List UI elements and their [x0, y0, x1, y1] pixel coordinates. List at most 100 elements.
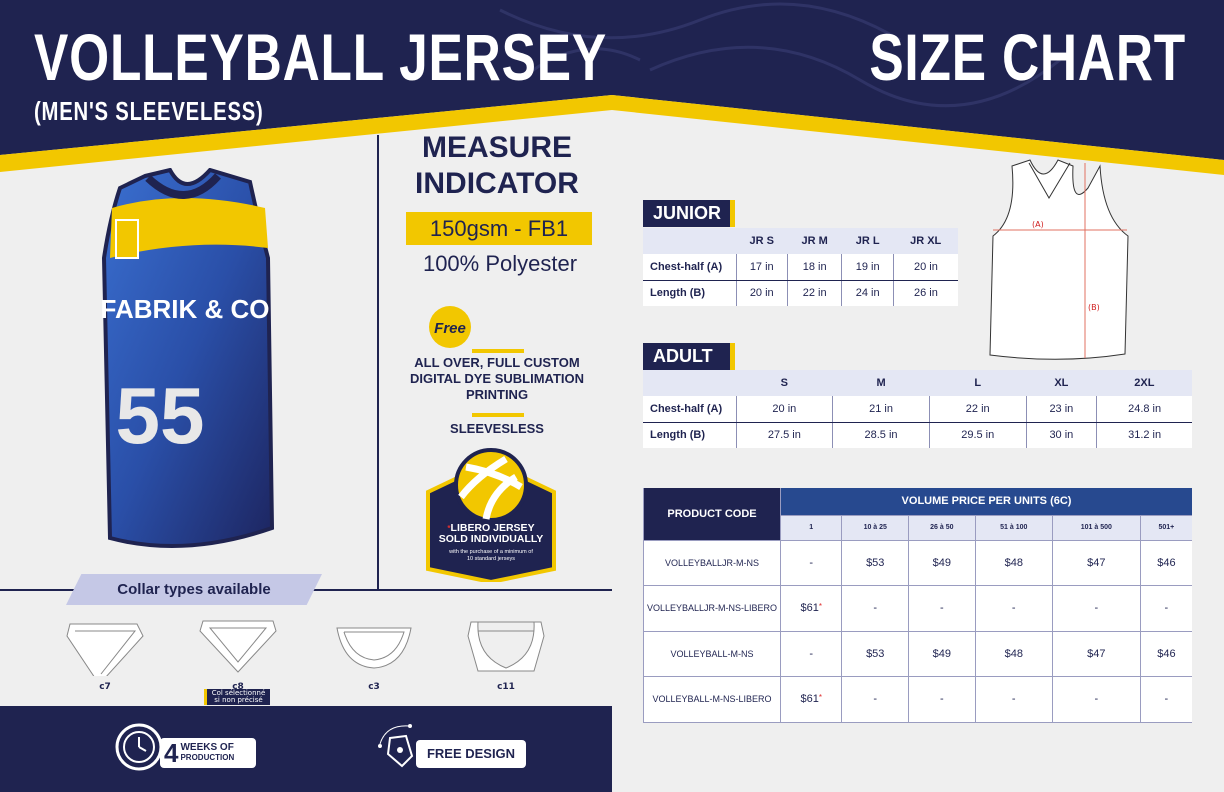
price-cell: -	[841, 585, 909, 632]
price-value: $53	[866, 647, 885, 660]
jersey-image: FABRIK & CO 55	[90, 167, 280, 557]
junior-size-table: JR S JR M JR L JR XL Chest-half (A) 17 in 18 …	[643, 228, 958, 306]
row-label: Chest-half (A)	[643, 254, 736, 281]
cell: 21 in	[832, 396, 930, 423]
table-row: VOLLEYBALL-M-NS - $53 $49 $48 $47 $46	[643, 631, 1192, 677]
price-cell: -	[974, 676, 1053, 723]
price-value: $61	[800, 693, 819, 706]
chest-a-label: (A)	[1032, 220, 1044, 229]
libero-line1: LIBERO JERSEY	[450, 522, 535, 534]
price-cell: -	[908, 676, 976, 723]
collar-label: c7	[99, 682, 111, 692]
price-value: -	[1011, 602, 1016, 615]
page-title: VOLLEYBALL JERSEY	[34, 20, 607, 94]
collar-c7-icon	[66, 623, 144, 679]
adult-section-label: ADULT	[643, 343, 735, 370]
cell: 22 in	[786, 280, 842, 306]
price-cell: -	[779, 631, 842, 677]
size-header: L	[929, 370, 1027, 396]
price-cell: -	[1139, 585, 1192, 632]
price-cell: $61*	[779, 676, 842, 723]
quantity-header: 501+	[1139, 515, 1192, 541]
price-value: $47	[1087, 647, 1106, 660]
table-row: Chest-half (A) 20 in 21 in 22 in 23 in 24.8 i…	[643, 396, 1192, 423]
price-value: -	[940, 693, 944, 706]
adult-size-table: S M L XL 2XL Chest-half (A) 20 in 21 in 22 in 23…	[643, 370, 1192, 448]
price-cell: $49	[908, 540, 976, 586]
vertical-divider	[377, 135, 379, 590]
junior-section-label: JUNIOR	[643, 200, 735, 227]
free-badge: Free	[424, 305, 484, 354]
price-value: -	[940, 602, 944, 615]
jersey-number: 55	[116, 371, 205, 460]
price-value: -	[809, 647, 814, 660]
price-value: $46	[1157, 556, 1176, 569]
collar-c3-icon	[336, 627, 412, 669]
collar-c8[interactable]: c8	[198, 616, 278, 692]
price-value: $49	[932, 556, 952, 569]
cell: 20 in	[735, 280, 788, 306]
size-header: JR S	[736, 228, 788, 254]
cell: 18 in	[786, 254, 842, 281]
product-code: VOLLEYBALLJR-M-NS-LIBERO	[643, 585, 781, 632]
production-text1: WEEKS OF	[180, 742, 234, 753]
product-code: VOLLEYBALLJR-M-NS	[643, 540, 781, 586]
collar-c8-icon	[199, 620, 277, 673]
asterisk: *	[818, 693, 822, 703]
size-header: S	[736, 370, 833, 396]
pen-tool-icon	[378, 724, 414, 768]
price-value: $47	[1087, 556, 1106, 569]
table-row: VOLLEYBALL-M-NS-LIBERO $61* - - - - -	[643, 676, 1192, 723]
collar-c7[interactable]: c7	[65, 616, 145, 692]
price-cell: -	[908, 585, 976, 632]
price-cell: -	[779, 540, 842, 586]
price-value: -	[873, 693, 878, 706]
price-cell: $48	[974, 631, 1053, 677]
cell: 24 in	[841, 280, 894, 306]
yellow-separator	[472, 413, 524, 417]
clock-icon	[115, 723, 163, 771]
product-code: VOLLEYBALL-M-NS	[643, 631, 781, 677]
price-cell: $46	[1139, 540, 1192, 586]
price-cell: -	[1051, 676, 1141, 723]
table-row: VOLLEYBALLJR-M-NS - $53 $49 $48 $47 $46	[643, 540, 1192, 586]
price-cell: $47	[1051, 540, 1141, 586]
price-cell: $49	[908, 631, 976, 677]
price-cell: -	[841, 676, 909, 723]
fabric-label: 150gsm - FB1	[406, 212, 592, 245]
page-subtitle: (MEN'S SLEEVELESS)	[34, 96, 264, 126]
default-collar-note: Col sélectionné si non précisé	[204, 689, 270, 705]
price-value: $53	[866, 556, 885, 569]
production-weeks-number: 4	[164, 738, 179, 768]
collar-c11[interactable]: c11	[466, 616, 546, 692]
cell: 23 in	[1025, 396, 1097, 423]
table-row: VOLLEYBALLJR-M-NS-LIBERO $61* - - - - -	[643, 585, 1192, 632]
collar-c3[interactable]: c3	[334, 616, 414, 692]
cell: 19 in	[841, 254, 894, 281]
header-background	[0, 0, 1224, 175]
cell: 20 in	[735, 396, 833, 423]
product-code: VOLLEYBALL-M-NS-LIBERO	[643, 676, 781, 723]
quantity-header: 26 à 50	[908, 515, 976, 541]
price-cell: $48	[974, 540, 1053, 586]
price-value: -	[873, 602, 878, 615]
material-label: 100% Polyester	[422, 251, 578, 276]
price-value: -	[1164, 693, 1169, 706]
quantity-header: 101 à 500	[1051, 515, 1141, 541]
cut-label: SLEEVESLESS	[450, 421, 544, 436]
cell: 28.5 in	[832, 422, 930, 448]
volume-price-header: VOLUME PRICE PER UNITS (6C)	[780, 488, 1192, 516]
cell: 29.5 in	[928, 422, 1027, 448]
free-design-badge: FREE DESIGN	[416, 740, 526, 768]
libero-line2: SOLD INDIVIDUALLY	[438, 533, 544, 545]
collar-label: c3	[368, 682, 380, 692]
quantity-header: 10 à 25	[841, 515, 909, 541]
size-chart-title: SIZE CHART	[869, 20, 1186, 94]
footer-bar: 4 WEEKS OF PRODUCTION FREE DESIGN	[0, 706, 612, 792]
price-cell: -	[1051, 585, 1141, 632]
length-b-label: (B)	[1088, 303, 1100, 312]
price-cell: -	[1139, 676, 1192, 723]
price-value: -	[809, 556, 814, 569]
price-cell: $47	[1051, 631, 1141, 677]
printing-label: ALL OVER, FULL CUSTOM DIGITAL DYE SUBLIM…	[409, 355, 585, 402]
